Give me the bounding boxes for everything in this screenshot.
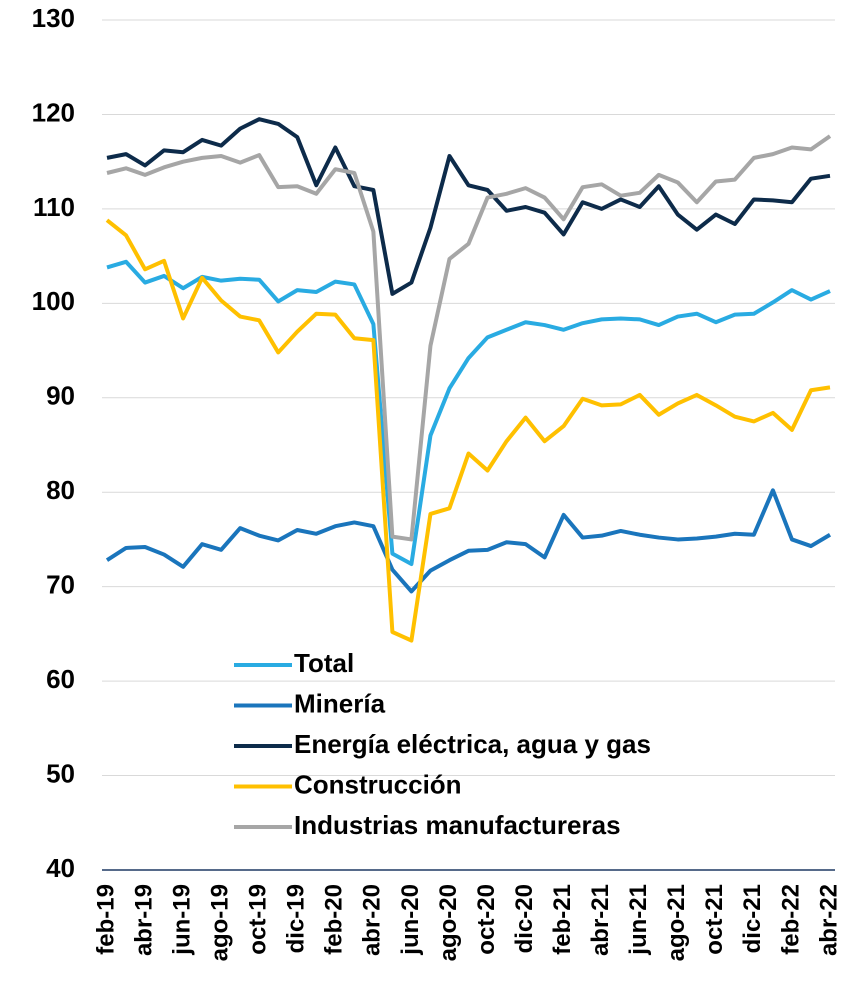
y-tick-label: 120 xyxy=(32,97,75,127)
x-tick-label: ago-21 xyxy=(663,884,690,961)
x-tick-label: oct-19 xyxy=(245,884,272,955)
x-tick-label: abr-20 xyxy=(359,884,386,956)
x-tick-label: feb-19 xyxy=(92,884,119,955)
x-tick-label: feb-21 xyxy=(549,884,576,955)
y-tick-label: 80 xyxy=(46,475,75,505)
y-tick-label: 90 xyxy=(46,381,75,411)
x-tick-label: dic-21 xyxy=(739,884,766,953)
x-tick-label: feb-22 xyxy=(777,884,804,955)
legend-label: Construcción xyxy=(294,769,462,799)
x-tick-label: feb-20 xyxy=(321,884,348,955)
x-tick-label: ago-19 xyxy=(207,884,234,961)
legend-label: Total xyxy=(294,648,354,678)
x-tick-label: oct-20 xyxy=(473,884,500,955)
x-tick-label: jun-19 xyxy=(168,884,195,956)
series-line xyxy=(105,218,831,643)
x-tick-label: abr-21 xyxy=(587,884,614,956)
x-tick-label: abr-19 xyxy=(130,884,157,956)
series-line xyxy=(105,488,832,594)
legend-label: Industrias manufactureras xyxy=(294,810,621,840)
legend-label: Energía eléctrica, agua y gas xyxy=(294,729,651,759)
x-tick-label: dic-19 xyxy=(283,884,310,953)
y-tick-label: 40 xyxy=(46,853,75,883)
legend-label: Minería xyxy=(294,688,386,718)
x-tick-label: jun-20 xyxy=(397,884,424,956)
x-tick-label: dic-20 xyxy=(511,884,538,953)
x-tick-label: abr-22 xyxy=(815,884,842,956)
x-tick-label: oct-21 xyxy=(701,884,728,955)
x-tick-label: ago-20 xyxy=(435,884,462,961)
y-tick-label: 130 xyxy=(32,3,75,33)
x-tick-label: jun-21 xyxy=(625,884,652,956)
series-line xyxy=(106,134,832,542)
y-tick-label: 70 xyxy=(46,570,75,600)
y-tick-label: 110 xyxy=(33,192,75,222)
series-line xyxy=(106,259,831,566)
y-tick-label: 100 xyxy=(32,286,75,316)
series-line xyxy=(106,117,831,296)
y-tick-label: 60 xyxy=(46,664,75,694)
y-tick-label: 50 xyxy=(46,758,75,788)
